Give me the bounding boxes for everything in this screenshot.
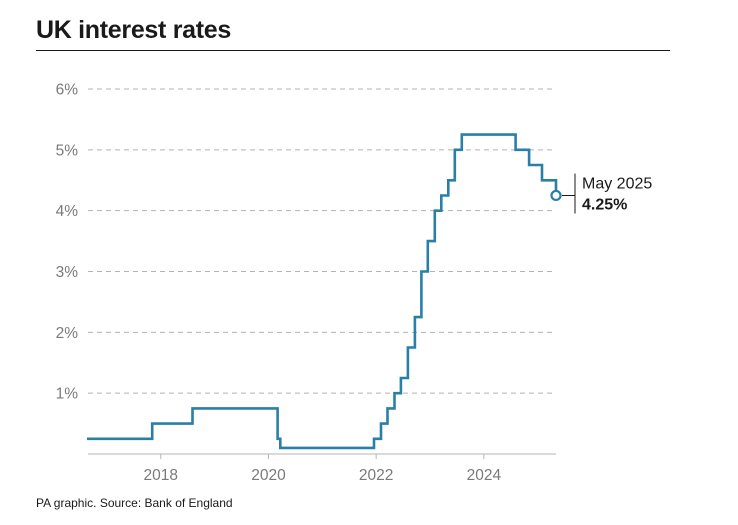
annotation-date: May 2025: [582, 175, 652, 192]
x-tick-label: 2020: [251, 467, 286, 484]
gridlines: [88, 88, 556, 394]
end-point-marker: [550, 189, 562, 202]
annotation-value: 4.25%: [582, 196, 627, 213]
x-axis-ticks: 2018 2020 2022 2024: [144, 454, 502, 484]
y-axis-ticks: 1% 2% 3% 4% 5% 6%: [56, 82, 79, 403]
y-tick-label: 6%: [56, 82, 79, 99]
x-tick-label: 2022: [359, 467, 393, 484]
y-tick-label: 5%: [56, 142, 79, 159]
title-rule: [36, 50, 670, 51]
y-tick-label: 3%: [56, 264, 79, 281]
annotation-bracket: [562, 173, 576, 214]
y-tick-label: 2%: [56, 325, 79, 342]
y-tick-label: 1%: [56, 386, 79, 403]
latest-value-annotation: May 2025 4.25%: [562, 173, 652, 213]
x-tick-label: 2018: [144, 467, 178, 484]
y-tick-label: 4%: [56, 203, 79, 220]
chart-title: UK interest rates: [36, 16, 231, 44]
line-chart: 1% 2% 3% 4% 5% 6% 2018 2020 2022 2024 May 2025 4…: [56, 82, 653, 485]
source-credit: PA graphic. Source: Bank of England: [36, 496, 233, 510]
x-tick-label: 2024: [467, 467, 502, 484]
series-line-bank-rate: [87, 133, 558, 450]
